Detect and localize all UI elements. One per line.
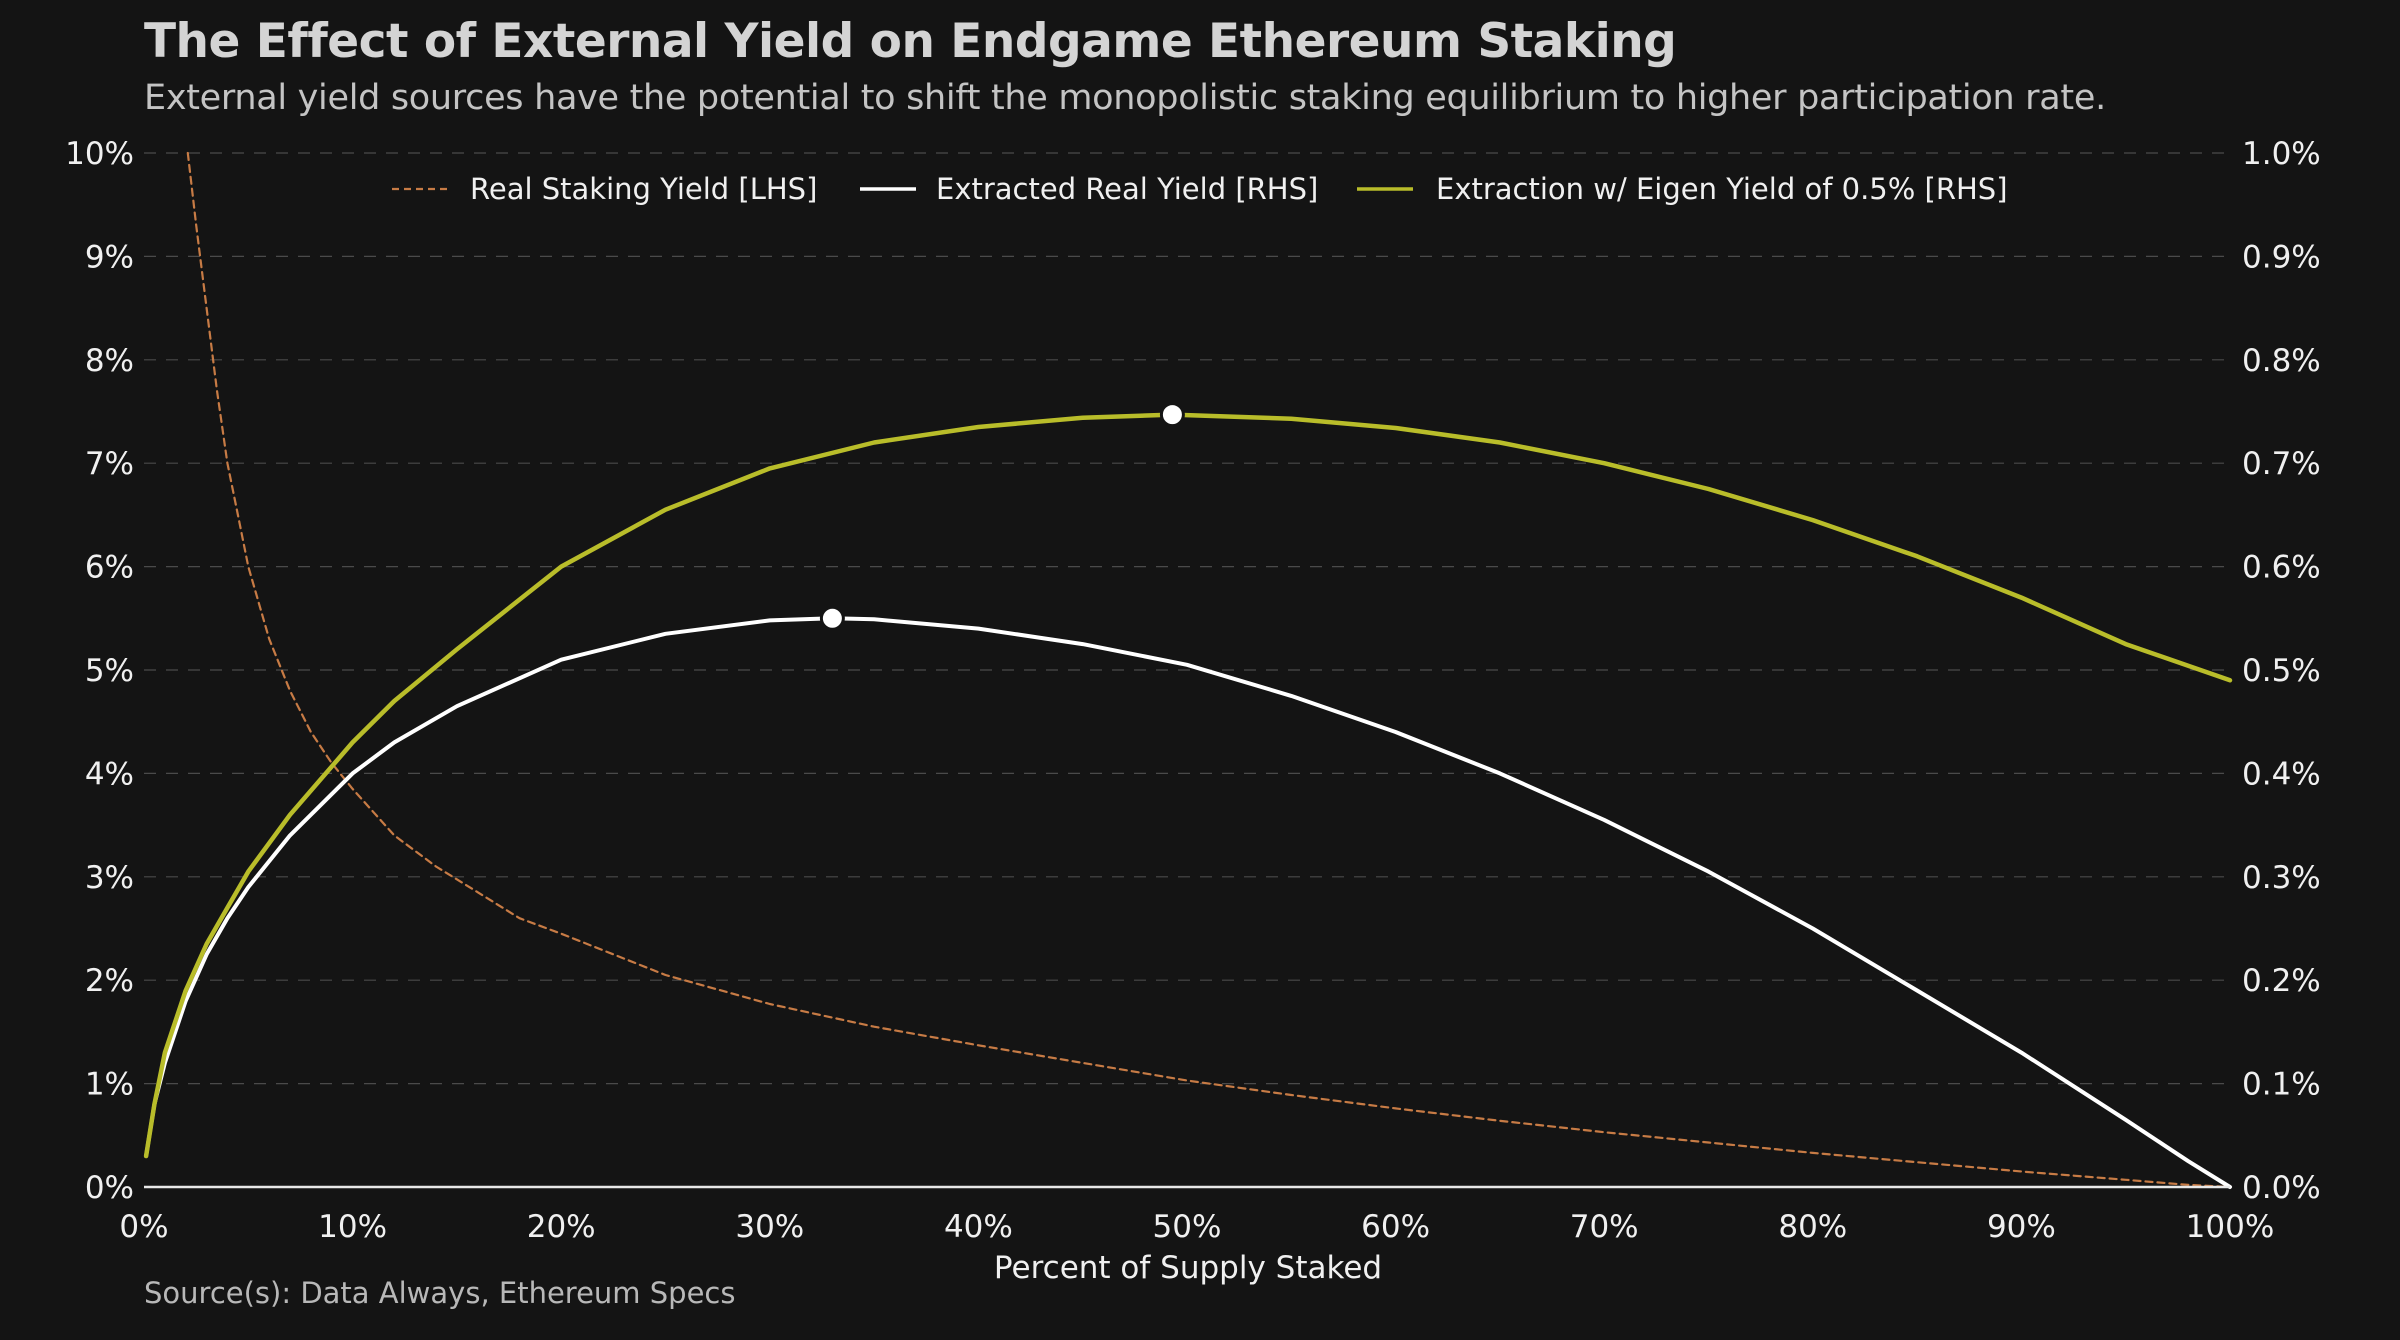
legend-item: Real Staking Yield [LHS] <box>392 172 817 206</box>
y-right-tick-label: 0.2% <box>2242 963 2321 999</box>
legend-item: Extraction w/ Eigen Yield of 0.5% [RHS] <box>1357 172 2008 206</box>
extraction-eigen-line <box>143 412 2233 1159</box>
legend-item: Extracted Real Yield [RHS] <box>860 172 1318 206</box>
y-left-tick-label: 4% <box>85 756 134 792</box>
y-right-tick-label: 0.3% <box>2242 860 2321 896</box>
y-left-tick-label: 10% <box>65 136 134 172</box>
y-left-tick-label: 9% <box>85 239 134 275</box>
y-right-tick-label: 1.0% <box>2242 136 2321 172</box>
legend: Real Staking Yield [LHS] Extracted Real Y… <box>392 172 2008 206</box>
x-tick-label: 20% <box>527 1209 596 1245</box>
peak-markers <box>819 402 1185 631</box>
y-left-tick-label: 7% <box>85 446 134 482</box>
grid-lines <box>144 152 2230 1085</box>
x-axis-label: Percent of Supply Staked <box>994 1250 1382 1286</box>
x-tick-label: 0% <box>119 1209 168 1245</box>
x-tick-label: 80% <box>1778 1209 1847 1245</box>
x-tick-label: 60% <box>1361 1209 1430 1245</box>
y-right-tick-label: 0.1% <box>2242 1067 2321 1103</box>
x-tick-label: 100% <box>2186 1209 2275 1245</box>
y-left-tick-label: 8% <box>85 343 134 379</box>
y-right-tick-label: 0.4% <box>2242 756 2321 792</box>
y-left-tick-label: 5% <box>85 653 134 689</box>
peak-marker <box>1159 402 1185 428</box>
x-tick-label: 40% <box>944 1209 1013 1245</box>
y-right-tick-label: 0.0% <box>2242 1170 2321 1206</box>
x-tick-label: 10% <box>318 1209 387 1245</box>
x-tick-label: 30% <box>735 1209 804 1245</box>
y-left-tick-label: 0% <box>85 1170 134 1206</box>
chart-title: The Effect of External Yield on Endgame … <box>144 14 1677 69</box>
x-tick-label: 90% <box>1987 1209 2056 1245</box>
x-tick-label: 70% <box>1570 1209 1639 1245</box>
legend-label: Extraction w/ Eigen Yield of 0.5% [RHS] <box>1436 172 2008 206</box>
y-left-tick-label: 3% <box>85 860 134 896</box>
y-right-tick-label: 0.6% <box>2242 550 2321 586</box>
x-tick-label: 50% <box>1153 1209 1222 1245</box>
y-right-tick-label: 0.8% <box>2242 343 2321 379</box>
y-right-tick-label: 0.5% <box>2242 653 2321 689</box>
axes: 0% 1% 2% 3% 4% 5% 6% 7% 8% 9% 10% 0.0% 0.1% 0.2% 0.3% 0… <box>65 136 2321 1245</box>
legend-label: Extracted Real Yield [RHS] <box>936 172 1318 206</box>
y-left-tick-label: 6% <box>85 550 134 586</box>
y-left-tick-label: 1% <box>85 1067 134 1103</box>
series-lines <box>143 151 2233 1189</box>
legend-label: Real Staking Yield [LHS] <box>470 172 817 206</box>
chart-subtitle: External yield sources have the potentia… <box>144 78 2106 118</box>
source-note: Source(s): Data Always, Ethereum Specs <box>144 1276 736 1310</box>
y-right-tick-label: 0.7% <box>2242 446 2321 482</box>
y-right-tick-label: 0.9% <box>2242 239 2321 275</box>
real-staking-yield-line <box>186 151 2232 1189</box>
y-left-tick-label: 2% <box>85 963 134 999</box>
peak-marker <box>819 605 845 631</box>
extracted-real-yield-line <box>144 616 2232 1189</box>
